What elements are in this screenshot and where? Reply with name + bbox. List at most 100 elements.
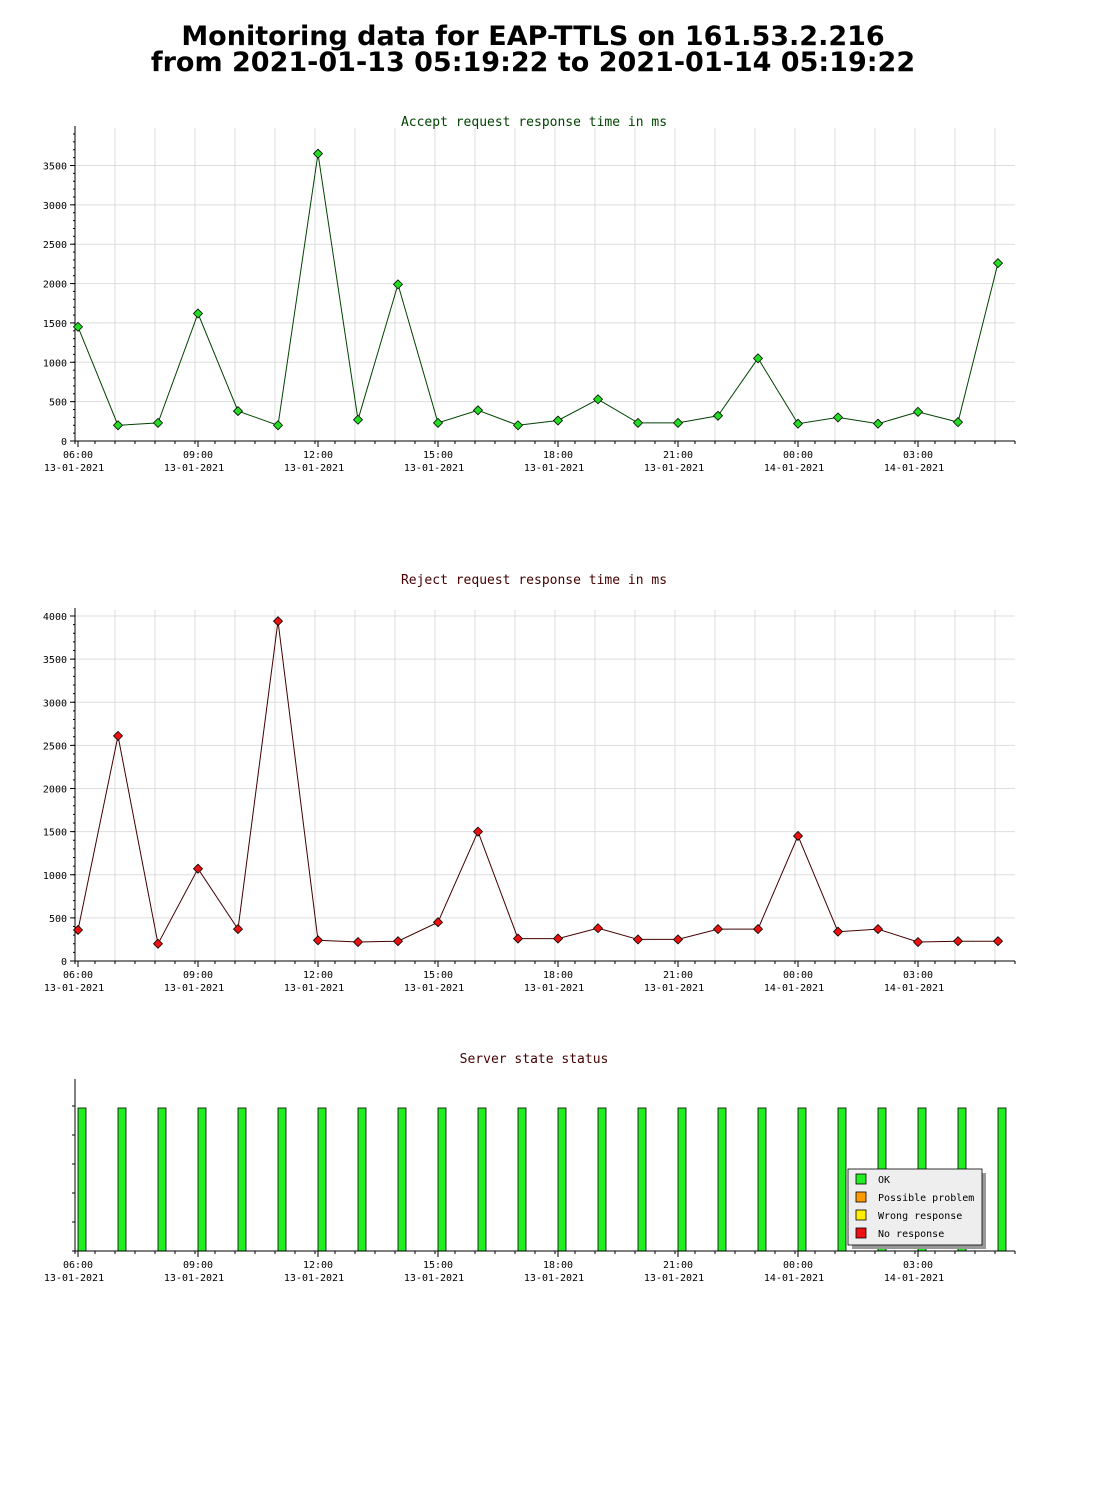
reject-data-point — [112, 730, 124, 741]
accept-data-point — [152, 417, 164, 428]
reject-data-point — [872, 924, 884, 935]
accept-data-point — [72, 321, 84, 332]
accept-y-tick-label: 1000 — [43, 358, 67, 369]
status-bar — [757, 1107, 767, 1252]
status-bar — [397, 1107, 407, 1252]
reject-data-point — [192, 863, 204, 874]
reject-x-tick-time: 18:00 — [543, 970, 573, 981]
accept-data-point — [672, 417, 684, 428]
status-bar — [837, 1107, 847, 1252]
accept-data-point — [832, 412, 844, 423]
title-line-2: from 2021-01-13 05:19:22 to 2021-01-14 0… — [150, 47, 916, 78]
status-bar — [157, 1107, 167, 1252]
accept-data-point — [512, 420, 524, 431]
status-bar — [477, 1107, 487, 1252]
accept-x-tick-time: 18:00 — [543, 450, 573, 461]
reject-data-point — [712, 924, 724, 935]
status-x-tick-time: 09:00 — [183, 1260, 213, 1271]
accept-data-point — [992, 258, 1004, 269]
reject-data-point — [832, 926, 844, 937]
reject-y-tick-label: 3500 — [43, 655, 67, 666]
accept-data-point — [232, 406, 244, 417]
status-x-tick-time: 00:00 — [783, 1260, 813, 1271]
accept-x-tick-date: 13-01-2021 — [284, 463, 344, 474]
status-x-tick-date: 13-01-2021 — [644, 1273, 704, 1284]
reject-x-tick-date: 13-01-2021 — [164, 983, 224, 994]
legend-label: OK — [878, 1175, 890, 1186]
accept-x-tick-date: 13-01-2021 — [524, 463, 584, 474]
reject-data-point — [912, 936, 924, 948]
status-bar — [317, 1107, 327, 1252]
accept-data-point — [392, 279, 404, 290]
accept-x-tick-time: 00:00 — [783, 450, 813, 461]
accept-y-tick-label: 0 — [61, 437, 67, 448]
legend-label: Wrong response — [878, 1211, 962, 1222]
accept-x-tick-time: 15:00 — [423, 450, 453, 461]
accept-chart-title: Accept request response time in ms — [401, 115, 667, 130]
status-bar — [997, 1107, 1007, 1252]
status-x-tick-time: 06:00 — [63, 1260, 93, 1271]
reject-data-point — [592, 923, 604, 934]
status-x-tick-date: 13-01-2021 — [524, 1273, 584, 1284]
reject-y-tick-label: 1000 — [43, 871, 67, 882]
legend-swatch — [855, 1209, 867, 1221]
reject-x-tick-date: 13-01-2021 — [644, 983, 704, 994]
accept-data-point — [112, 420, 124, 431]
reject-data-point — [72, 924, 84, 936]
reject-x-tick-time: 09:00 — [183, 970, 213, 981]
accept-y-tick-label: 3000 — [43, 201, 67, 212]
reject-data-point — [992, 936, 1004, 947]
status-chart-title: Server state status — [460, 1052, 609, 1067]
legend-swatch — [855, 1173, 867, 1185]
status-x-tick-date: 14-01-2021 — [764, 1273, 824, 1284]
legend-swatch — [855, 1191, 867, 1203]
accept-data-point — [952, 417, 964, 428]
status-bar — [77, 1107, 87, 1252]
status-bar — [557, 1107, 567, 1252]
accept-data-point — [592, 394, 604, 405]
reject-x-tick-time: 21:00 — [663, 970, 693, 981]
accept-x-tick-time: 12:00 — [303, 450, 333, 461]
page-title: Monitoring data for EAP-TTLS on 161.53.2… — [0, 21, 1066, 78]
accept-data-point — [912, 406, 924, 417]
status-x-tick-time: 18:00 — [543, 1260, 573, 1271]
accept-x-tick-date: 14-01-2021 — [884, 463, 944, 474]
status-bar — [677, 1107, 687, 1252]
status-x-tick-time: 15:00 — [423, 1260, 453, 1271]
status-bar — [437, 1107, 447, 1252]
reject-data-point — [672, 934, 684, 945]
reject-data-point — [152, 938, 164, 949]
accept-x-tick-date: 14-01-2021 — [764, 463, 824, 474]
reject-y-tick-label: 2000 — [43, 785, 67, 796]
server-status-chart: Server state status 06:00 13-01-2021 09:00… — [44, 1052, 1016, 1284]
accept-data-point — [872, 418, 884, 429]
reject-x-tick-date: 14-01-2021 — [884, 983, 944, 994]
reject-x-tick-time: 15:00 — [423, 970, 453, 981]
legend-swatch — [855, 1227, 867, 1239]
accept-data-point — [432, 417, 444, 428]
status-bar — [637, 1107, 647, 1252]
status-legend: OK Possible problem Wrong response No respo… — [847, 1168, 986, 1249]
legend-label: No response — [878, 1229, 944, 1240]
reject-data-point — [352, 936, 364, 948]
accept-y-tick-label: 1500 — [43, 319, 67, 330]
status-bar — [357, 1107, 367, 1252]
status-bar — [717, 1107, 727, 1252]
accept-x-tick-time: 21:00 — [663, 450, 693, 461]
status-bar — [277, 1107, 287, 1252]
status-x-tick-date: 13-01-2021 — [404, 1273, 464, 1284]
accept-data-point — [352, 414, 364, 425]
reject-data-point — [752, 924, 764, 935]
reject-x-tick-date: 13-01-2021 — [44, 983, 104, 994]
accept-data-point — [552, 415, 564, 426]
accept-data-point — [712, 410, 724, 421]
accept-series-line — [77, 153, 999, 426]
accept-data-point — [792, 418, 804, 429]
reject-y-tick-label: 2500 — [43, 741, 67, 752]
title-line-1: Monitoring data for EAP-TTLS on 161.53.2… — [181, 21, 885, 52]
reject-data-point — [272, 616, 284, 627]
status-bar — [197, 1107, 207, 1252]
accept-data-point — [312, 148, 324, 159]
reject-data-point — [632, 934, 644, 945]
